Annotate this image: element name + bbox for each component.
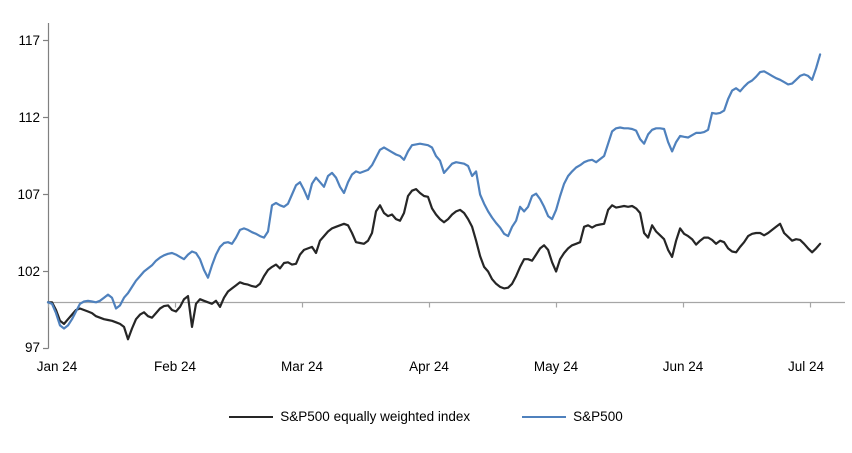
legend-line-sample-equal-weight [229, 415, 274, 418]
x-tick-label: Apr 24 [409, 359, 449, 374]
legend-label-equal-weight: S&P500 equally weighted index [280, 409, 471, 424]
legend-item-equal-weight: S&P500 equally weighted index [229, 409, 470, 424]
x-tick-label: Jun 24 [663, 359, 704, 374]
legend-line-sample-sp500 [522, 415, 567, 418]
y-tick-label: 102 [17, 264, 40, 279]
x-tick-label: May 24 [534, 359, 579, 374]
x-tick-label: Jan 24 [37, 359, 78, 374]
series-line-sp500 [46, 53, 822, 330]
x-tick-label: Feb 24 [154, 359, 197, 374]
x-tick-label: Mar 24 [281, 359, 324, 374]
y-tick-label: 107 [17, 187, 40, 202]
x-axis-baseline-100 [47, 301, 845, 308]
y-axis: 117 112 107 102 97 [17, 23, 50, 355]
legend-item-sp500: S&P500 [522, 409, 623, 424]
legend: S&P500 equally weighted index S&P500 [0, 409, 852, 424]
y-tick-label: 117 [18, 33, 40, 48]
series-line-sp500-equal-weight [46, 188, 822, 341]
x-tick-label: Jul 24 [788, 359, 825, 374]
legend-label-sp500: S&P500 [573, 409, 623, 424]
y-tick-label: 112 [18, 110, 40, 125]
y-tick-label: 97 [25, 340, 40, 355]
series-lines [46, 53, 822, 341]
x-axis-labels: Jan 24 Feb 24 Mar 24 Apr 24 May 24 Jun 2… [37, 359, 825, 374]
